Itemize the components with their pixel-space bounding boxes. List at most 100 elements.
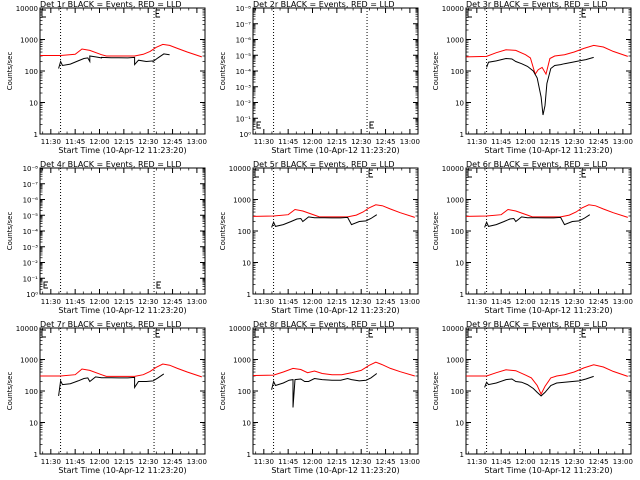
x-tick-label: 11:30 [41,138,61,146]
panel-title: Det 8r BLACK = Events, RED = LLD [253,320,395,329]
y-tick-label: 10⁻¹ [23,275,39,283]
y-tick-label: 10⁻¹ [236,115,252,123]
panel-title: Det 3r BLACK = Events, RED = LLD [466,0,608,9]
y-tick-label: 1 [247,291,251,299]
y-tick-label: 10⁻² [236,100,252,108]
x-tick-label: 11:30 [254,138,274,146]
x-axis-label: Start Time (10-Apr-12 11:23:20) [271,466,399,475]
events-series-line [58,53,170,69]
x-tick-label: 12:45 [162,458,182,466]
panel-title: Det 1r BLACK = Events, RED = LLD [40,0,182,9]
x-tick-label: 12:45 [375,458,395,466]
plot-frame [39,327,206,455]
event-marker [155,9,161,18]
x-axis-label: Start Time (10-Apr-12 11:23:20) [271,146,399,155]
plot-frame [465,167,632,295]
event-marker [156,281,161,289]
y-tick-label: 10⁻³ [236,84,252,92]
x-tick-label: 12:30 [351,138,371,146]
x-axis-label: Start Time (10-Apr-12 11:23:20) [484,306,612,315]
detector-panel: Det 4r BLACK = Events, RED = LLD 10⁰ 10⁻¹ 1… [6,160,207,315]
plot-frame [39,7,206,135]
lld-series-line [253,204,415,218]
y-tick-label: 1000 [446,37,464,45]
x-tick-label: 12:00 [89,298,109,306]
y-tick-label: 1 [34,451,38,459]
y-axis-label: Counts/sec [219,372,227,411]
x-tick-label: 12:00 [302,138,322,146]
y-tick-label: 10000 [442,325,464,333]
y-tick-label: 10 [455,420,464,428]
events-series-line [58,373,165,396]
x-tick-label: 12:15 [114,298,134,306]
event-marker [581,9,587,18]
y-tick-label: 100 [238,228,251,236]
y-tick-label: 10⁻⁵ [236,52,252,60]
event-marker [41,329,46,338]
y-tick-label: 10⁻⁴ [236,68,252,76]
events-series-line [486,56,594,116]
detector-panel: Det 9r BLACK = Events, RED = LLD 1 10 100 10… [432,320,633,475]
plot-frame [465,7,632,135]
event-marker [155,329,161,338]
x-tick-label: 13:00 [400,458,420,466]
x-axis-label: Start Time (10-Apr-12 11:23:20) [58,466,186,475]
x-tick-label: 12:45 [375,138,395,146]
y-tick-label: 10 [242,260,251,268]
x-tick-label: 11:45 [278,298,298,306]
y-tick-label: 100 [451,388,464,396]
y-axis-label: Counts/sec [432,52,440,91]
y-tick-label: 1 [460,451,464,459]
x-tick-label: 13:00 [187,138,207,146]
y-tick-label: 10⁻⁶ [236,37,252,45]
x-tick-label: 11:30 [467,458,487,466]
x-tick-label: 11:30 [254,458,274,466]
y-tick-label: 10⁻⁸ [23,165,39,173]
x-tick-label: 13:00 [187,458,207,466]
plot-frame [252,167,419,295]
x-tick-label: 11:45 [491,458,511,466]
detector-panel: Det 2r BLACK = Events, RED = LLD 10⁰ 10⁻¹ 1… [219,0,420,155]
x-tick-label: 12:00 [302,298,322,306]
x-tick-label: 12:15 [327,458,347,466]
x-tick-label: 12:30 [138,458,158,466]
x-tick-label: 11:30 [467,138,487,146]
detector-panel: Det 3r BLACK = Events, RED = LLD 1 10 100 10… [432,0,633,155]
y-tick-label: 1000 [446,197,464,205]
x-tick-label: 12:45 [375,298,395,306]
x-tick-label: 12:30 [351,458,371,466]
y-tick-label: 10⁻⁷ [23,181,39,189]
events-series-line [484,214,591,228]
y-tick-label: 100 [25,388,38,396]
x-tick-label: 13:00 [400,138,420,146]
x-tick-label: 11:30 [467,298,487,306]
plot-frame [465,327,632,455]
x-tick-label: 12:30 [564,138,584,146]
y-tick-label: 10000 [229,165,251,173]
x-tick-label: 11:45 [65,138,85,146]
lld-series-line [466,204,628,218]
lld-series-line [40,43,202,58]
x-tick-label: 12:00 [515,138,535,146]
panel-title: Det 6r BLACK = Events, RED = LLD [466,160,608,169]
y-tick-label: 100 [238,388,251,396]
events-series-line [271,214,378,228]
event-marker [368,329,374,338]
x-tick-label: 12:15 [114,458,134,466]
y-tick-label: 1000 [20,357,38,365]
panel-title: Det 4r BLACK = Events, RED = LLD [40,160,182,169]
detector-panel: Det 1r BLACK = Events, RED = LLD 1 10 100 10… [6,0,207,155]
y-axis-label: Counts/sec [6,212,14,251]
x-tick-label: 12:30 [138,138,158,146]
x-tick-label: 11:30 [254,298,274,306]
y-axis-label: Counts/sec [6,372,14,411]
y-axis-label: Counts/sec [219,52,227,91]
x-tick-label: 11:45 [65,458,85,466]
event-marker [368,169,374,178]
y-tick-label: 10000 [229,325,251,333]
detector-panel: Det 7r BLACK = Events, RED = LLD 1 10 100 10… [6,320,207,475]
x-tick-label: 11:45 [278,458,298,466]
lld-series-line [40,363,202,378]
x-tick-label: 12:00 [89,138,109,146]
y-tick-label: 1000 [20,37,38,45]
